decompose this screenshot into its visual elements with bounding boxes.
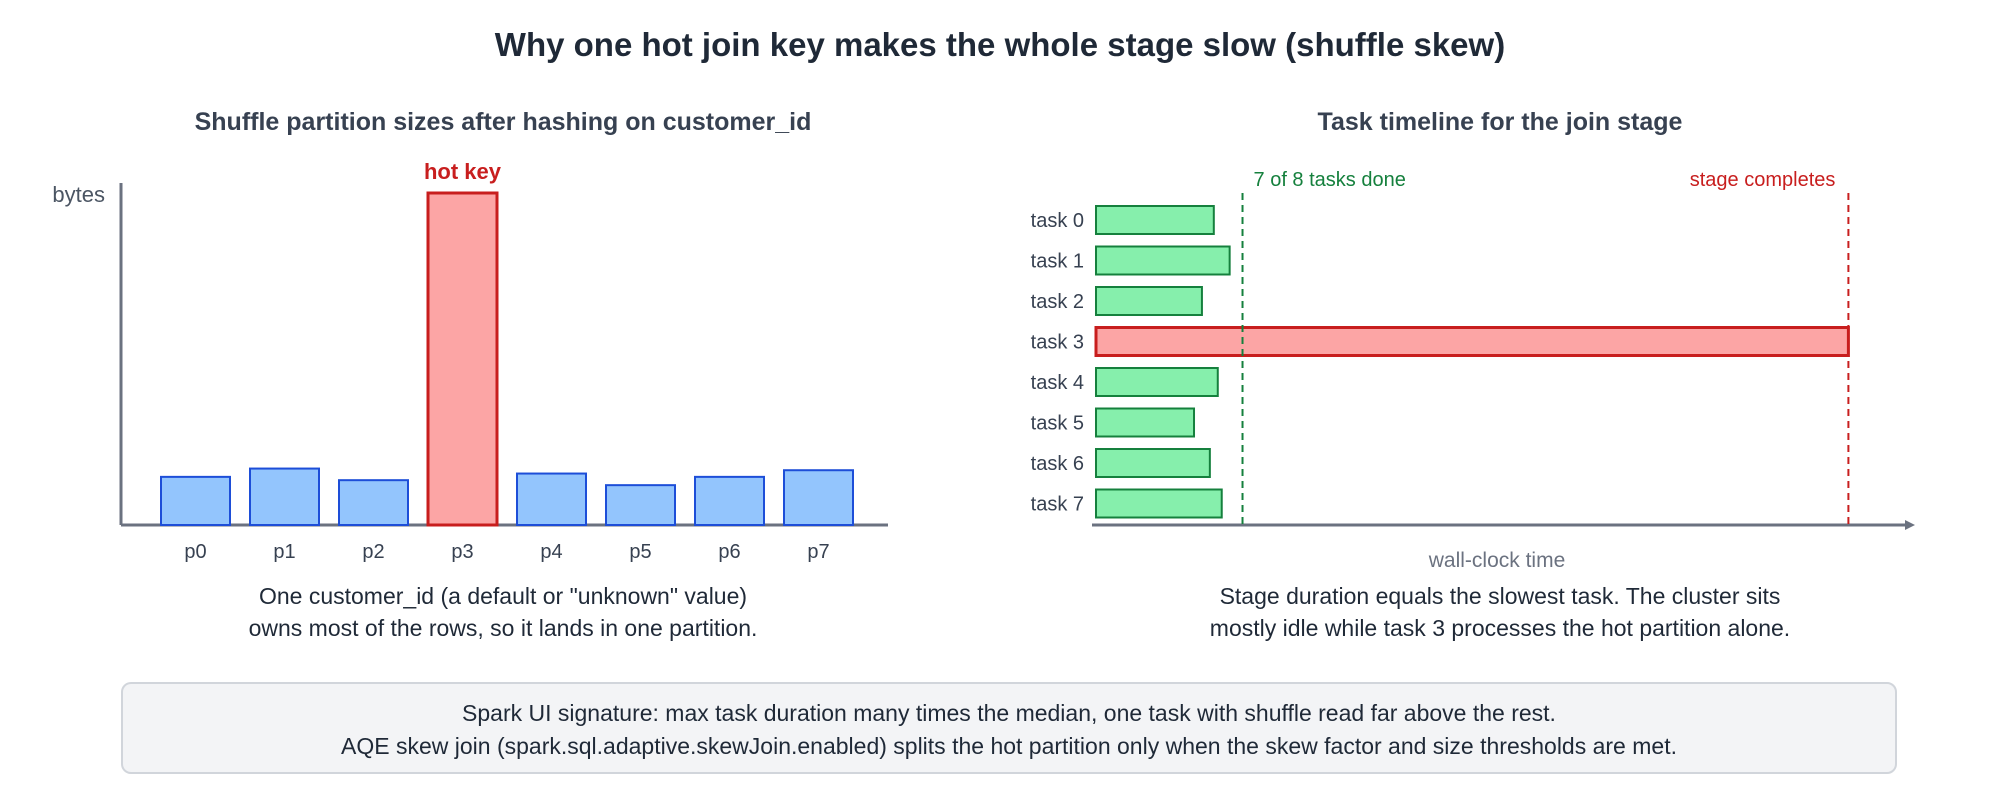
- x-tick-label: p1: [273, 541, 295, 563]
- partition-bar: [694, 475, 765, 526]
- task-bar: [1095, 205, 1215, 235]
- x-tick-label: p0: [184, 541, 206, 563]
- task-label: task 5: [1031, 413, 1084, 435]
- timeline-chart-caption: Stage duration equals the slowest task. …: [1050, 580, 1950, 644]
- partition-bar: [605, 484, 676, 527]
- x-tick-label: p4: [540, 541, 562, 563]
- x-tick-label: p3: [451, 541, 473, 563]
- task-bar: [1095, 245, 1231, 276]
- task-label: task 1: [1031, 251, 1084, 273]
- timeline-chart-title: Task timeline for the join stage: [1317, 108, 1683, 136]
- x-tick-label: p5: [629, 541, 651, 563]
- hot-partition-bar: [426, 191, 499, 527]
- x-tick-label: p6: [718, 541, 740, 563]
- partition-chart-caption: One customer_id (a default or "unknown" …: [150, 580, 856, 644]
- task-bar: [1095, 488, 1223, 519]
- caption-line: Stage duration equals the slowest task. …: [1219, 583, 1781, 609]
- caption-line: mostly idle while task 3 processes the h…: [1209, 615, 1791, 641]
- partition-bar: [160, 475, 231, 526]
- spark-ui-signature-box: Spark UI signature: max task duration ma…: [121, 682, 1897, 774]
- x-axis-label: wall-clock time: [1428, 549, 1566, 572]
- task-label: task 3: [1031, 332, 1084, 354]
- task-label: task 0: [1031, 210, 1084, 232]
- tasks-done-label: 7 of 8 tasks done: [1254, 169, 1406, 191]
- task-timeline-chart: wall-clock time task 0 task 1 task 2 task 3 t…: [1031, 169, 1915, 572]
- page-title: Why one hot join key makes the whole sta…: [494, 26, 1506, 63]
- partition-chart-title: Shuffle partition sizes after hashing on…: [194, 108, 812, 136]
- task-bar: [1095, 367, 1219, 397]
- partition-size-chart: bytes p0 p1 p2 p3 hot key p4 p5 p6 p7: [52, 159, 888, 563]
- x-tick-label: p2: [362, 541, 384, 563]
- caption-line: One customer_id (a default or "unknown" …: [258, 583, 748, 609]
- task-label: task 7: [1031, 494, 1084, 516]
- y-axis-label: bytes: [52, 182, 105, 207]
- task-label: task 2: [1031, 291, 1084, 313]
- info-line: AQE skew join (spark.sql.adaptive.skewJo…: [341, 733, 1677, 759]
- slow-task-bar: [1094, 326, 1850, 357]
- x-tick-label: p7: [807, 541, 829, 563]
- partition-bar: [338, 479, 409, 526]
- task-bar: [1095, 286, 1203, 316]
- partition-bar: [516, 472, 587, 527]
- task-label: task 6: [1031, 453, 1084, 475]
- stage-complete-label: stage completes: [1690, 169, 1836, 191]
- partition-bar: [783, 469, 854, 526]
- caption-line: owns most of the rows, so it lands in on…: [248, 615, 758, 641]
- partition-bar: [249, 467, 320, 526]
- info-line: Spark UI signature: max task duration ma…: [462, 700, 1556, 726]
- task-label: task 4: [1031, 372, 1084, 394]
- hot-key-annotation: hot key: [424, 159, 502, 184]
- task-bar: [1095, 407, 1196, 438]
- task-bar: [1095, 448, 1211, 478]
